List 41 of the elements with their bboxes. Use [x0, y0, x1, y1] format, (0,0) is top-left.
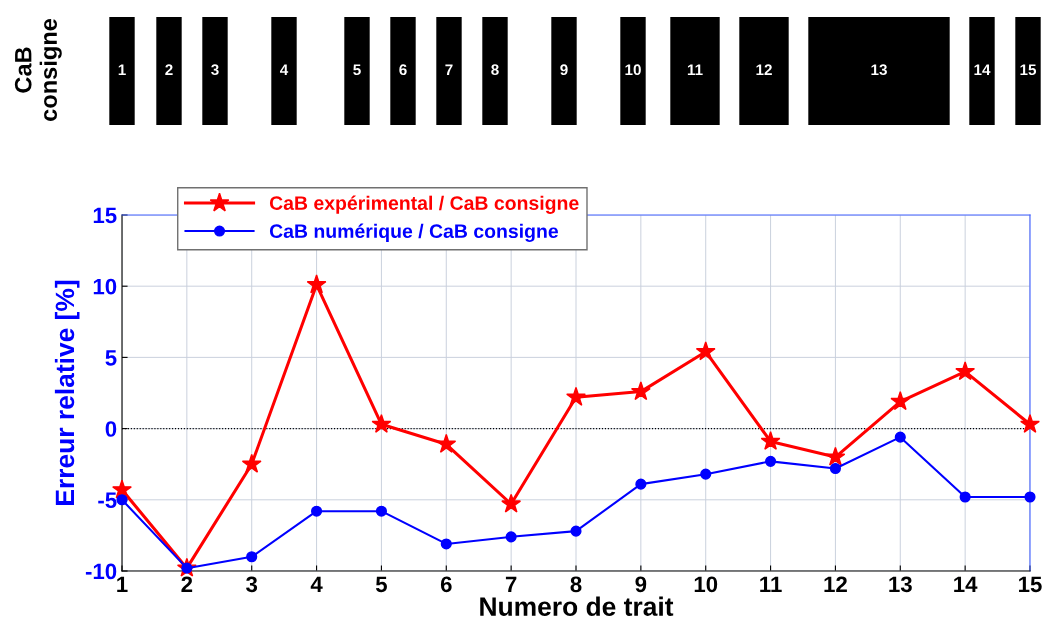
category-label: 9	[560, 64, 568, 76]
category-label: 1	[118, 64, 126, 75]
x-tick-label: 9	[635, 576, 647, 593]
category-label: 6	[399, 64, 407, 76]
y-tick-label: -10	[85, 563, 117, 580]
y-axis-title: Erreur relative [%]	[54, 280, 80, 505]
category-label: 4	[279, 64, 289, 75]
x-tick-label: 4	[310, 576, 323, 592]
category-label: 3	[211, 64, 219, 76]
x-tick-label: 8	[570, 576, 582, 593]
category-label: 15	[1020, 64, 1037, 76]
y-tick-label: 5	[105, 350, 117, 366]
legend-label: CaB expérimental / CaB consigne	[269, 195, 579, 214]
x-tick-label: 6	[440, 576, 452, 593]
text: CaB consigne	[14, 18, 62, 121]
x-tick-label: 5	[375, 576, 387, 593]
x-tick-label: 7	[505, 576, 517, 592]
category-label: 8	[491, 64, 499, 76]
x-tick-label: 10	[694, 576, 718, 593]
category-label: 5	[353, 64, 361, 76]
category-label: 12	[756, 64, 772, 75]
category-label: 2	[165, 64, 173, 75]
category-label: 13	[871, 64, 887, 76]
y-tick-label: 0	[105, 421, 117, 437]
category-label: 10	[625, 64, 641, 76]
x-tick-label: 15	[1019, 576, 1042, 593]
legend-label: CaB numérique / CaB consigne	[269, 223, 559, 242]
x-tick-label: 14	[954, 576, 978, 592]
category-label: 11	[687, 64, 703, 75]
y-tick-label: -5	[98, 492, 117, 509]
x-tick-label: 3	[246, 576, 258, 593]
x-tick-label: 2	[181, 576, 193, 592]
x-tick-label: 1	[117, 576, 128, 592]
x-tick-label: 11	[760, 576, 782, 592]
x-tick-label: 13	[889, 576, 912, 593]
y-tick-label: 10	[93, 278, 117, 295]
x-tick-label: 12	[824, 576, 847, 592]
category-label: 7	[445, 64, 453, 75]
category-label: 14	[974, 64, 991, 75]
y-tick-label: 15	[93, 207, 117, 224]
x-axis-title: Numero de trait	[480, 596, 674, 616]
